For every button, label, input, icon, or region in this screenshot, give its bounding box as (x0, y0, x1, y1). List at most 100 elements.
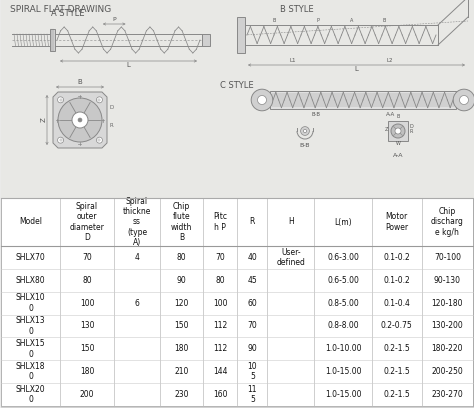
Text: 0.8-5.00: 0.8-5.00 (327, 299, 359, 308)
Text: 180: 180 (80, 367, 94, 376)
Text: 230-270: 230-270 (431, 390, 463, 399)
Text: 0.6-5.00: 0.6-5.00 (327, 276, 359, 285)
Text: SHLX13
0: SHLX13 0 (16, 316, 46, 336)
Polygon shape (53, 92, 107, 148)
Text: 0.6-3.00: 0.6-3.00 (327, 253, 359, 262)
Text: 210: 210 (174, 367, 189, 376)
Text: 120-180: 120-180 (432, 299, 463, 308)
Circle shape (96, 137, 102, 143)
Bar (1, 0, 473, 198)
Text: 80: 80 (177, 253, 186, 262)
Text: 112: 112 (213, 322, 227, 330)
Text: C STYLE: C STYLE (220, 81, 254, 90)
Text: 180: 180 (174, 344, 189, 353)
Text: 90: 90 (247, 344, 257, 353)
Circle shape (459, 95, 468, 104)
Bar (1, 198, 473, 406)
Text: 144: 144 (213, 367, 228, 376)
Text: L: L (355, 66, 358, 72)
Text: SHLX20
0: SHLX20 0 (16, 385, 46, 404)
Text: W: W (396, 141, 401, 146)
Text: 40: 40 (247, 253, 257, 262)
Text: 11
5: 11 5 (247, 385, 257, 404)
Text: A-A: A-A (386, 112, 395, 117)
Circle shape (301, 126, 310, 135)
Text: 90: 90 (177, 276, 187, 285)
Bar (272, 93, 454, 107)
Text: 120: 120 (174, 299, 189, 308)
Text: 1.0-15.00: 1.0-15.00 (325, 390, 361, 399)
Text: R: R (410, 129, 413, 134)
Text: 70-100: 70-100 (434, 253, 461, 262)
Text: 70: 70 (247, 322, 257, 330)
Circle shape (251, 89, 273, 111)
Text: L2: L2 (386, 58, 393, 63)
Text: User-
defined: User- defined (276, 248, 305, 267)
Text: 100: 100 (80, 299, 94, 308)
Text: 200-250: 200-250 (431, 367, 463, 376)
Text: R: R (250, 217, 255, 226)
Text: 200: 200 (80, 390, 94, 399)
Text: 130-200: 130-200 (431, 322, 463, 330)
Text: Model: Model (19, 217, 42, 226)
Text: Chip
flute
width
B: Chip flute width B (171, 202, 192, 242)
Text: L: L (127, 62, 130, 68)
Text: Motor
Power: Motor Power (385, 212, 408, 232)
Text: B: B (272, 18, 276, 23)
Text: 0.1-0.2: 0.1-0.2 (383, 253, 410, 262)
Bar (270, 91, 456, 109)
Text: 0.2-1.5: 0.2-1.5 (383, 390, 410, 399)
Text: 0.8-8.00: 0.8-8.00 (327, 322, 359, 330)
Text: H: H (288, 217, 293, 226)
Bar (50, 29, 55, 51)
Text: L1: L1 (290, 58, 297, 63)
Text: 0.2-0.75: 0.2-0.75 (381, 322, 412, 330)
Text: A-A: A-A (393, 153, 403, 158)
Circle shape (78, 118, 82, 122)
Text: 150: 150 (80, 344, 94, 353)
Text: 150: 150 (174, 322, 189, 330)
Text: 1.0-15.00: 1.0-15.00 (325, 367, 361, 376)
Text: 0.1-0.2: 0.1-0.2 (383, 276, 410, 285)
Circle shape (391, 124, 405, 138)
Text: A: A (349, 18, 353, 23)
Circle shape (58, 98, 102, 142)
Text: 70: 70 (82, 253, 92, 262)
Text: 6: 6 (135, 299, 139, 308)
Circle shape (303, 129, 307, 133)
Text: 80: 80 (82, 276, 92, 285)
Text: B: B (396, 114, 400, 119)
Text: SHLX18
0: SHLX18 0 (16, 362, 46, 381)
Circle shape (72, 112, 88, 128)
Text: SPIRAL FLAT DRAWING: SPIRAL FLAT DRAWING (10, 5, 111, 14)
Text: 60: 60 (247, 299, 257, 308)
Text: SHLX15
0: SHLX15 0 (16, 339, 46, 359)
Text: B STYLE: B STYLE (280, 5, 314, 14)
Circle shape (453, 89, 474, 111)
Text: D: D (410, 124, 414, 129)
Text: 230: 230 (174, 390, 189, 399)
Text: B: B (78, 79, 82, 85)
Text: B: B (382, 18, 386, 23)
Text: 1.0-10.00: 1.0-10.00 (325, 344, 361, 353)
Text: Spiral
thickne
ss
(type
A): Spiral thickne ss (type A) (123, 197, 151, 247)
Text: 90-130: 90-130 (434, 276, 461, 285)
Text: SHLX70: SHLX70 (16, 253, 46, 262)
Circle shape (257, 95, 266, 104)
Text: Chip
discharg
e kg/h: Chip discharg e kg/h (431, 207, 464, 237)
Text: A STYLE: A STYLE (51, 9, 85, 18)
Text: 112: 112 (213, 344, 227, 353)
Text: Z: Z (385, 127, 388, 132)
Text: 80: 80 (215, 276, 225, 285)
Text: 70: 70 (215, 253, 225, 262)
Text: Z: Z (41, 118, 47, 122)
Text: 0.2-1.5: 0.2-1.5 (383, 344, 410, 353)
Bar (388, 121, 408, 141)
Text: 100: 100 (213, 299, 228, 308)
Text: Pitc
h P: Pitc h P (213, 212, 227, 232)
Text: 0.1-0.4: 0.1-0.4 (383, 299, 410, 308)
Bar (237, 17, 245, 53)
Text: R: R (110, 122, 114, 128)
Text: D: D (110, 105, 114, 110)
Circle shape (96, 97, 102, 103)
